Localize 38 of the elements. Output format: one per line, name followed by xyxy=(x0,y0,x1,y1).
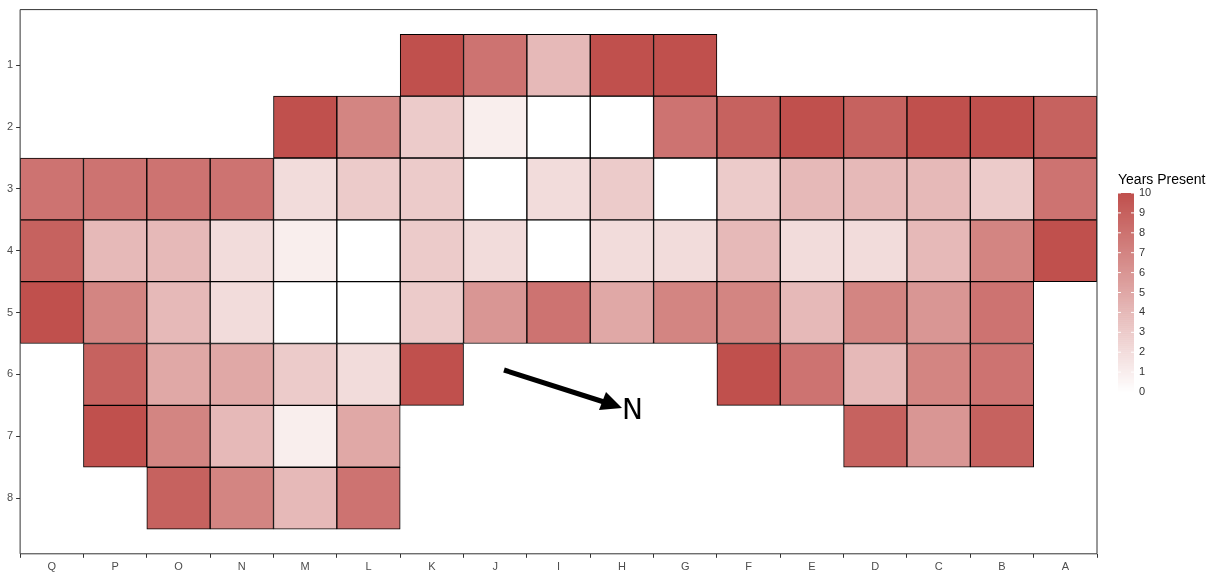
annotation: N xyxy=(622,393,643,426)
color-bar-label: 8 xyxy=(1139,225,1146,238)
y-tick-label: 4 xyxy=(6,243,14,256)
x-tick-label: C xyxy=(934,560,943,573)
x-tick-label: B xyxy=(998,560,1006,573)
x-tick-label: M xyxy=(300,560,310,573)
color-bar-label: 4 xyxy=(1139,305,1146,318)
x-tick-label: J xyxy=(492,560,498,573)
color-bar-label: 5 xyxy=(1139,285,1146,298)
x-tick-label: I xyxy=(557,560,561,573)
y-tick-label: 7 xyxy=(6,429,14,442)
color-bar-label: 3 xyxy=(1139,325,1146,338)
x-tick-label: O xyxy=(174,560,184,573)
y-tick-label: 1 xyxy=(6,58,14,71)
x-tick-label: L xyxy=(365,560,372,573)
color-bar-label: 6 xyxy=(1139,265,1146,278)
x-tick-label: H xyxy=(617,560,626,573)
y-tick-label: 2 xyxy=(6,120,14,133)
x-tick-label: N xyxy=(237,560,246,573)
x-tick-label: A xyxy=(1061,560,1070,573)
color-bar-label: 2 xyxy=(1139,345,1146,358)
x-tick-label: E xyxy=(808,560,816,573)
y-tick-label: 6 xyxy=(6,367,14,380)
x-tick-label: G xyxy=(680,560,690,573)
color-bar-label: 9 xyxy=(1139,205,1146,218)
color-bar-label: 7 xyxy=(1139,245,1146,258)
x-tick-label: Q xyxy=(47,560,57,573)
legend-title: Years Present xyxy=(1118,171,1206,187)
x-tick-label: D xyxy=(871,560,880,573)
y-tick-label: 5 xyxy=(6,305,14,318)
color-bar-label: 10 xyxy=(1139,186,1152,199)
y-tick-label: 3 xyxy=(6,181,14,194)
y-tick-label: 8 xyxy=(6,491,14,504)
color-bar-label: 0 xyxy=(1139,385,1146,398)
x-tick-label: F xyxy=(745,560,753,573)
color-bar-label: 1 xyxy=(1139,365,1146,378)
x-tick-label: P xyxy=(111,560,119,573)
x-tick-label: K xyxy=(428,560,437,573)
